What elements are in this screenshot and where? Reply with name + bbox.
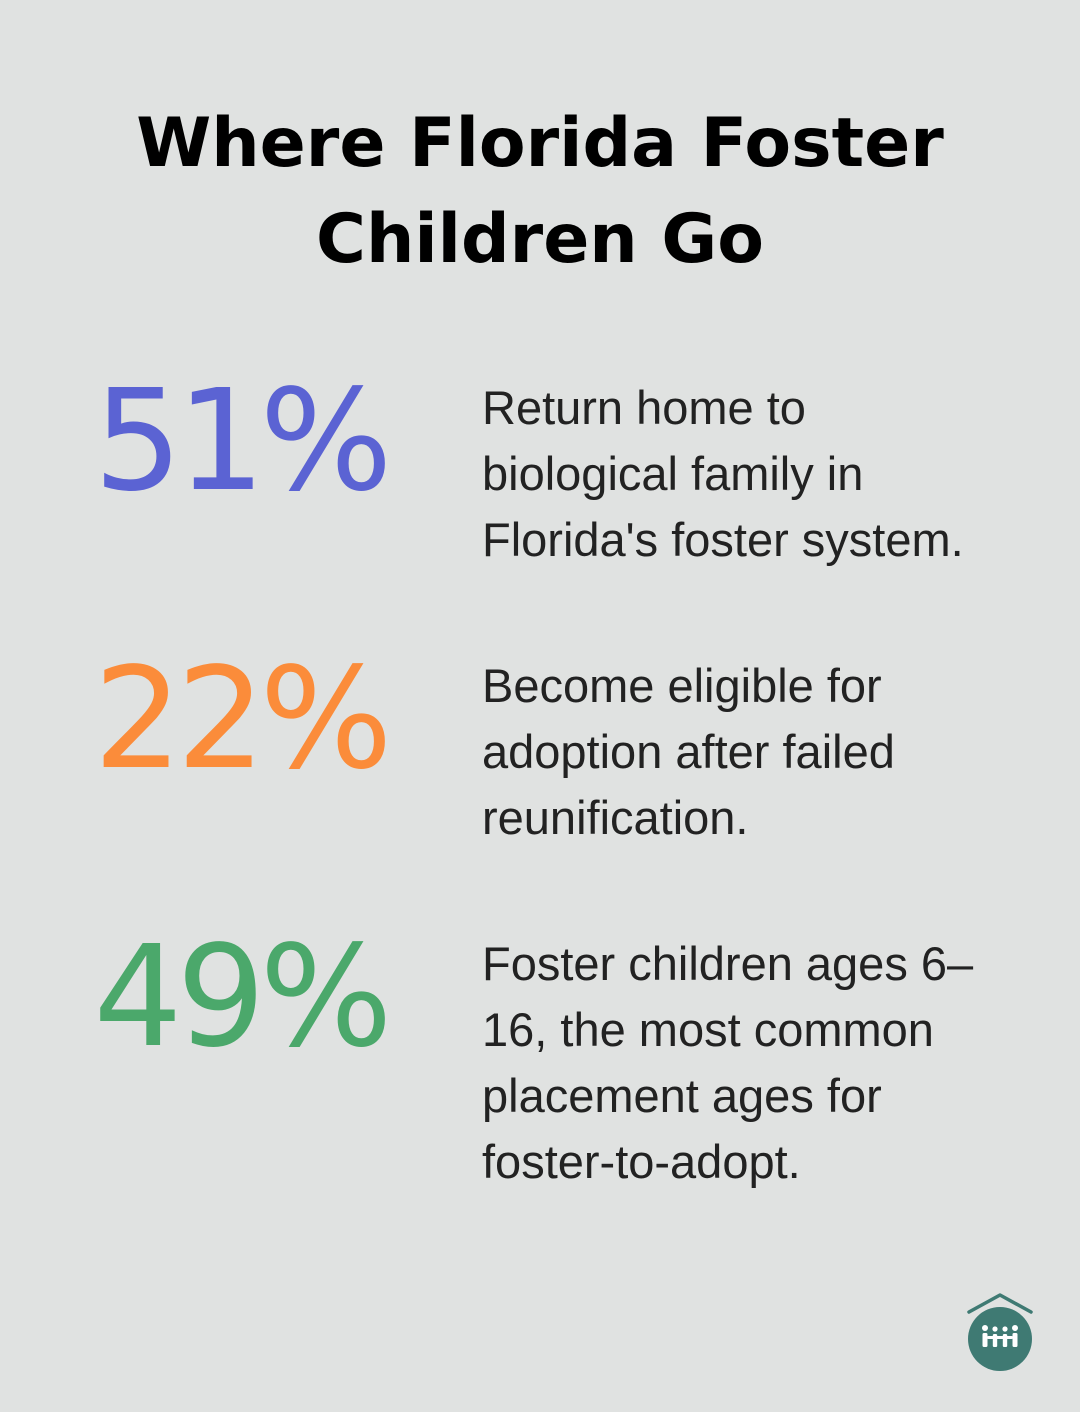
- stat-description-line: foster-to-adopt.: [482, 1135, 801, 1188]
- stat-description-line: Florida's foster system.: [482, 513, 964, 566]
- stat-description-line: Return home to: [482, 381, 806, 434]
- stat-description-line: adoption after failed: [482, 725, 895, 778]
- page-title: Where Florida Foster Children Go: [0, 96, 1080, 288]
- stat-value: 22%: [93, 638, 392, 801]
- stat-description-line: Become eligible for: [482, 659, 882, 712]
- stat-description: Return home to biological family in Flor…: [482, 375, 1022, 573]
- stat-description-line: biological family in: [482, 447, 864, 500]
- stat-value: 51%: [93, 360, 392, 523]
- stat-description-line: reunification.: [482, 791, 749, 844]
- stat-description-line: Foster children ages 6–: [482, 937, 974, 990]
- title-line-1: Where Florida Foster: [136, 104, 944, 183]
- title-line-2: Children Go: [316, 200, 764, 279]
- house-family-icon: [966, 1292, 1034, 1374]
- stat-value: 49%: [93, 916, 392, 1079]
- stat-description: Become eligible for adoption after faile…: [482, 653, 1022, 851]
- stat-description: Foster children ages 6– 16, the most com…: [482, 931, 1022, 1195]
- stat-description-line: 16, the most common: [482, 1003, 934, 1056]
- stat-description-line: placement ages for: [482, 1069, 882, 1122]
